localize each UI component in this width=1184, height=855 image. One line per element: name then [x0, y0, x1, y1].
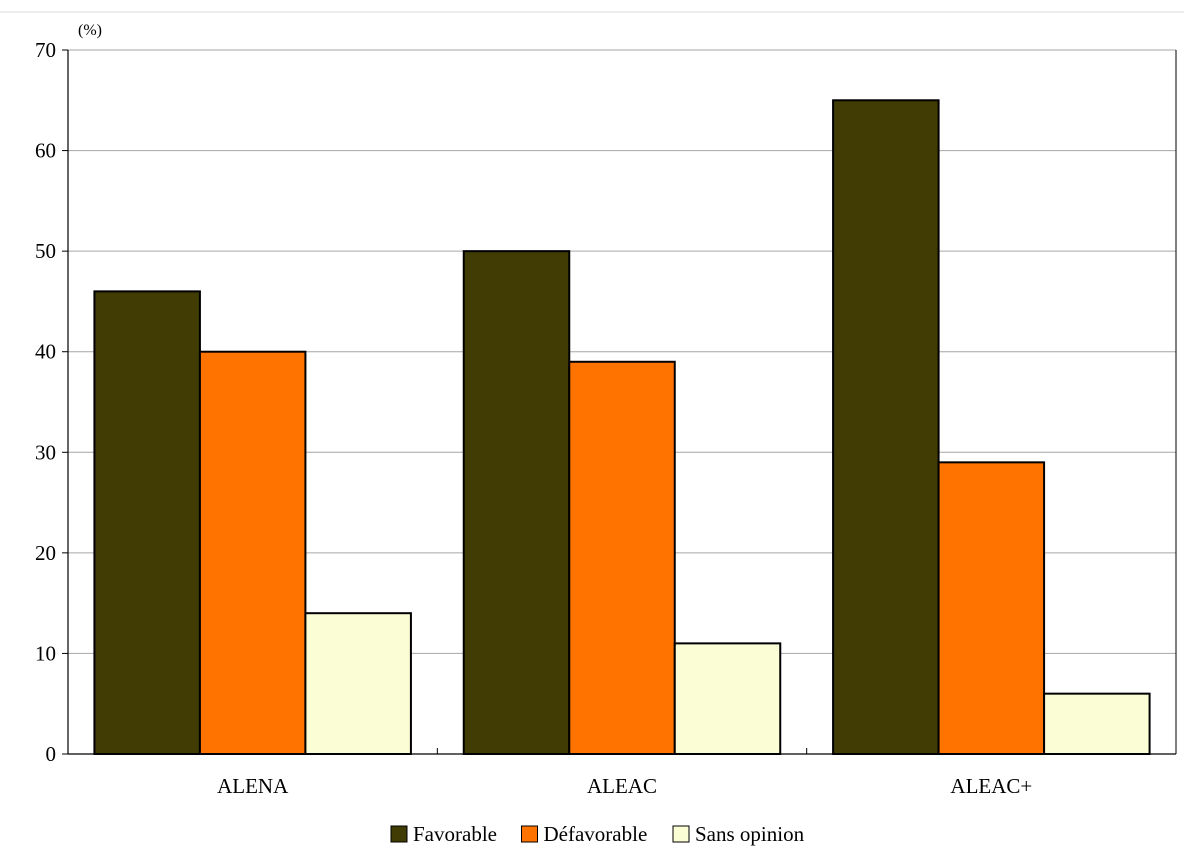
y-tick-label: 70 — [35, 38, 56, 62]
y-tick-labels: 0 10 20 30 40 50 60 70 — [35, 38, 56, 766]
bar-d-favorable-aleac- — [937, 461, 1046, 755]
bar-sans-opinion-alena — [304, 612, 412, 756]
axes — [62, 49, 1177, 755]
legend-swatch — [521, 825, 538, 843]
x-category-labels: ALENA ALEAC ALEAC+ — [217, 774, 1032, 798]
bar-sans-opinion-aleac- — [1043, 692, 1151, 756]
bar-sans-opinion-aleac — [673, 642, 782, 755]
y-tick-label: 40 — [35, 340, 56, 364]
legend-swatch — [672, 825, 690, 843]
x-category-label: ALEAC+ — [950, 774, 1032, 798]
bar-d-favorable-aleac — [568, 360, 676, 755]
bar-favorable-aleac — [462, 250, 571, 755]
bar-favorable-aleac- — [832, 99, 940, 756]
y-unit-label: (%) — [78, 22, 102, 39]
bars — [93, 99, 1151, 756]
y-tick-label: 10 — [35, 641, 56, 665]
bar-favorable-alena — [93, 290, 201, 755]
y-tick-label: 0 — [46, 742, 57, 766]
y-tick-label: 60 — [35, 139, 56, 163]
legend-label: Défavorable — [544, 822, 648, 846]
legend: Favorable Défavorable Sans opinion — [390, 822, 805, 846]
x-category-label: ALEAC — [587, 774, 657, 798]
y-tick-label: 20 — [35, 541, 56, 565]
x-category-label: ALENA — [217, 774, 289, 798]
y-tick-label: 30 — [35, 440, 56, 464]
legend-swatch — [390, 825, 408, 843]
legend-label: Sans opinion — [695, 822, 805, 846]
legend-label: Favorable — [413, 822, 497, 846]
bar-d-favorable-alena — [198, 350, 307, 755]
y-tick-label: 50 — [35, 239, 56, 263]
